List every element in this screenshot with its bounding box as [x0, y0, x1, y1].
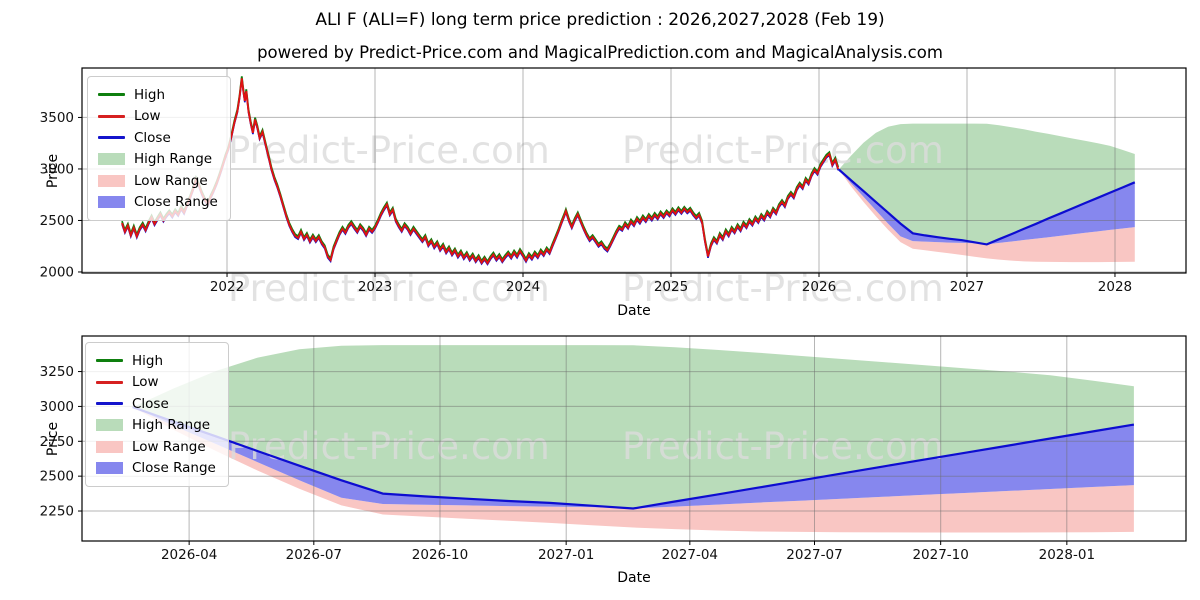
x-tick-label: 2024 — [506, 279, 540, 295]
legend-item-low: Low — [98, 106, 218, 128]
legend-swatch-patch — [96, 440, 123, 453]
legend-item-high-range: High Range — [96, 415, 216, 437]
legend-item-close: Close — [98, 127, 218, 149]
top-high-range-band — [838, 123, 1135, 245]
legend-swatch-patch — [96, 419, 123, 432]
x-tick-label: 2026 — [802, 279, 836, 295]
legend-swatch-line — [96, 380, 123, 384]
x-tick-label: 2023 — [358, 279, 392, 295]
x-tick-label: 2026-04 — [161, 547, 217, 563]
axes-spines — [81, 67, 1187, 274]
x-tick-label: 2022 — [210, 279, 244, 295]
y-tick-label: 3000 — [40, 161, 74, 177]
watermark-text: Predict-Price.com — [228, 267, 550, 310]
top-chart-gridlines — [82, 68, 1186, 273]
x-tick-label: 2026-10 — [412, 547, 468, 563]
top-chart-xlabel: Date — [617, 303, 651, 319]
x-tick-label: 2027-07 — [786, 547, 842, 563]
legend-swatch-patch — [96, 462, 123, 475]
top-chart-bands — [838, 123, 1135, 263]
legend-item-close-range: Close Range — [96, 458, 216, 480]
x-tick-label: 2028 — [1098, 279, 1132, 295]
bottom-chart-series — [132, 406, 1135, 510]
x-tick-label: 2027-04 — [662, 547, 718, 563]
watermark-text: Predict-Price.com — [622, 129, 944, 172]
legend-label: Low — [132, 374, 159, 391]
legend-swatch-patch — [98, 174, 125, 187]
x-tick-label: 2028-01 — [1039, 547, 1095, 563]
top-chart-ylabel: Price — [45, 153, 61, 189]
legend-label: Close — [132, 395, 169, 412]
legend-item-high-range: High Range — [98, 149, 218, 171]
legend-item-low-range: Low Range — [96, 436, 216, 458]
low-line-historical — [121, 78, 840, 266]
legend-label: High — [132, 352, 164, 369]
y-tick-label: 2250 — [40, 504, 74, 520]
watermarks: Predict-Price.com Predict-Price.com Predic… — [228, 129, 944, 468]
legend-swatch-line — [96, 359, 123, 363]
x-tick-label: 2027-01 — [538, 547, 594, 563]
y-tick-label: 3000 — [40, 399, 74, 415]
x-tick-label: 2027-10 — [912, 547, 968, 563]
legend-label: Low — [134, 108, 161, 125]
top-chart-series — [121, 76, 1136, 266]
legend-label: High Range — [134, 151, 213, 168]
y-tick-label: 2500 — [40, 213, 74, 229]
legend-label: Low Range — [132, 438, 206, 455]
bottom-chart-frame: 2026-04 2026-07 2026-10 2027-01 2027-04 2027-… — [40, 335, 1187, 563]
bottom-chart-legend: High Low Close High Range Low Range Close Ran… — [85, 342, 229, 487]
x-tick-label: 2025 — [654, 279, 688, 295]
legend-label: High — [134, 86, 166, 103]
legend-item-high: High — [98, 84, 218, 106]
legend-swatch-line — [98, 136, 125, 140]
legend-item-close-range: Close Range — [98, 192, 218, 214]
bottom-chart-xlabel: Date — [617, 570, 651, 586]
y-tick-label: 2750 — [40, 434, 74, 450]
watermark-text: Predict-Price.com — [622, 267, 944, 310]
legend-label: Close Range — [132, 460, 216, 477]
legend-label: Low Range — [134, 172, 208, 189]
legend-swatch-line — [98, 114, 125, 118]
bottom-chart-bands — [132, 345, 1134, 533]
legend-item-close: Close — [96, 393, 216, 415]
watermark-text: Predict-Price.com — [622, 425, 944, 468]
top-low-range-band — [838, 169, 1135, 263]
bottom-low-range-band — [132, 407, 1134, 533]
y-tick-label: 3500 — [40, 110, 74, 126]
top-close-range-band — [838, 169, 1135, 245]
page-subtitle: powered by Predict-Price.com and Magical… — [257, 43, 943, 62]
legend-label: Close Range — [134, 194, 218, 211]
axes-spines — [81, 335, 1187, 542]
x-tick-label: 2026-07 — [286, 547, 342, 563]
bottom-chart-ylabel: Price — [45, 421, 61, 457]
y-tick-label: 2500 — [40, 469, 74, 485]
y-tick-label: 3250 — [40, 364, 74, 380]
legend-swatch-patch — [98, 153, 125, 166]
legend-swatch-line — [98, 93, 125, 97]
page-title: ALI F (ALI=F) long term price prediction… — [315, 10, 885, 30]
legend-label: Close — [134, 129, 171, 146]
legend-label: High Range — [132, 417, 211, 434]
legend-item-high: High — [96, 350, 216, 372]
x-tick-label: 2027 — [950, 279, 984, 295]
y-tick-label: 2000 — [40, 264, 74, 280]
bottom-close-range-band — [132, 407, 1134, 509]
legend-item-low: Low — [96, 372, 216, 394]
legend-item-low-range: Low Range — [98, 170, 218, 192]
watermark-text: Predict-Price.com — [228, 425, 550, 468]
bottom-high-range-band — [132, 345, 1134, 509]
close-line-prediction — [132, 406, 1135, 510]
legend-swatch-patch — [98, 196, 125, 209]
top-chart-frame: 2022 2023 2024 2025 2026 2027 2028 2000 2500 3000… — [40, 67, 1187, 295]
top-chart-legend: High Low Close High Range Low Range Close Ran… — [87, 76, 231, 221]
watermark-text: Predict-Price.com — [228, 129, 550, 172]
legend-swatch-line — [96, 402, 123, 406]
close-line-prediction — [838, 168, 1136, 246]
